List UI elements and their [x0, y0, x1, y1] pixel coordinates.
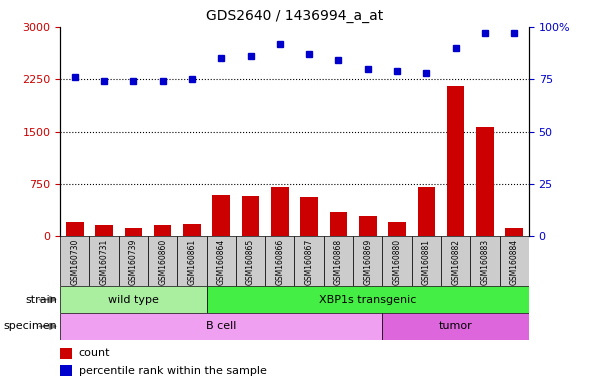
Text: specimen: specimen	[4, 321, 57, 331]
Text: GSM160860: GSM160860	[158, 239, 167, 285]
Text: GSM160866: GSM160866	[275, 239, 284, 285]
Bar	[213, 195, 230, 236]
Text: B cell: B cell	[206, 321, 236, 331]
Bar	[60, 365, 72, 376]
Bar	[388, 222, 406, 236]
Text: GSM160864: GSM160864	[217, 239, 226, 285]
Bar	[95, 225, 113, 236]
Text: GSM160739: GSM160739	[129, 239, 138, 285]
Text: percentile rank within the sample: percentile rank within the sample	[79, 366, 267, 376]
Bar	[66, 222, 84, 236]
Bar	[476, 127, 493, 236]
Text: GSM160880: GSM160880	[392, 239, 401, 285]
Bar	[382, 313, 529, 340]
Text: GDS2640 / 1436994_a_at: GDS2640 / 1436994_a_at	[206, 9, 383, 23]
Bar	[324, 236, 353, 286]
Text: tumor: tumor	[439, 321, 472, 331]
Text: GSM160869: GSM160869	[363, 239, 372, 285]
Bar	[60, 348, 72, 359]
Text: wild type: wild type	[108, 295, 159, 305]
Bar	[359, 216, 376, 236]
Text: GSM160867: GSM160867	[305, 239, 314, 285]
Text: GSM160883: GSM160883	[480, 239, 489, 285]
Bar	[207, 286, 529, 313]
Bar	[154, 225, 171, 236]
Bar	[418, 187, 435, 236]
Bar	[265, 236, 294, 286]
Bar	[412, 236, 441, 286]
Bar	[90, 236, 119, 286]
Bar	[353, 236, 382, 286]
Bar	[60, 313, 382, 340]
Bar	[183, 224, 201, 236]
Text: GSM160868: GSM160868	[334, 239, 343, 285]
Bar	[447, 86, 465, 236]
Text: XBP1s transgenic: XBP1s transgenic	[319, 295, 416, 305]
Bar	[499, 236, 529, 286]
Text: GSM160861: GSM160861	[188, 239, 197, 285]
Bar	[329, 212, 347, 236]
Bar	[118, 236, 148, 286]
Bar	[124, 228, 142, 236]
Bar	[271, 187, 288, 236]
Bar	[60, 236, 90, 286]
Bar	[242, 196, 260, 236]
Bar	[441, 236, 470, 286]
Text: GSM160730: GSM160730	[70, 239, 79, 285]
Bar	[300, 197, 318, 236]
Bar	[207, 236, 236, 286]
Text: count: count	[79, 348, 111, 358]
Text: strain: strain	[25, 295, 57, 305]
Bar	[382, 236, 412, 286]
Text: GSM160884: GSM160884	[510, 239, 519, 285]
Bar	[148, 236, 177, 286]
Text: GSM160731: GSM160731	[100, 239, 109, 285]
Text: GSM160881: GSM160881	[422, 239, 431, 285]
Text: GSM160882: GSM160882	[451, 239, 460, 285]
Bar	[236, 236, 265, 286]
Bar	[60, 286, 207, 313]
Text: GSM160865: GSM160865	[246, 239, 255, 285]
Bar	[505, 228, 523, 236]
Bar	[470, 236, 499, 286]
Bar	[177, 236, 207, 286]
Bar	[294, 236, 324, 286]
